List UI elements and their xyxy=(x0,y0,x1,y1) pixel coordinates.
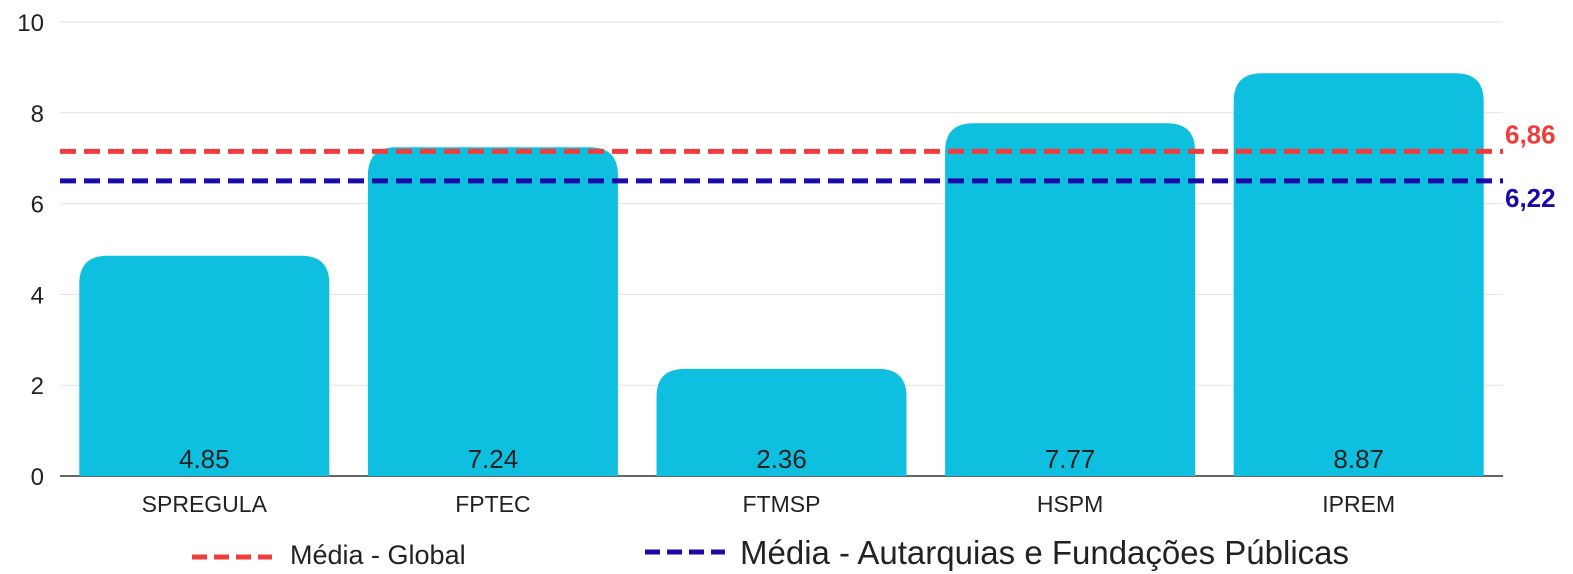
legend-label-global: Média - Global xyxy=(290,540,466,570)
y-tick-label: 6 xyxy=(31,192,44,219)
y-tick-label: 10 xyxy=(17,10,44,37)
bar-fptec xyxy=(367,147,618,476)
x-tick-label: SPREGULA xyxy=(142,491,268,517)
x-tick-label: HSPM xyxy=(1037,491,1103,517)
legend: Média - Global Média - Autarquias e Fund… xyxy=(192,534,1349,571)
legend-label-autarquias: Média - Autarquias e Fundações Públicas xyxy=(740,534,1349,571)
bars: 4.85 7.24 2.36 7.77 8.87 xyxy=(79,73,1484,476)
reference-line-label: 6,22 xyxy=(1505,183,1556,213)
y-axis: 0 2 4 6 8 10 xyxy=(17,10,44,491)
reference-line-label: 6,86 xyxy=(1505,119,1556,149)
bar-value-label: 7.24 xyxy=(468,444,519,474)
bar-value-label: 4.85 xyxy=(179,444,230,474)
x-tick-label: FTMSP xyxy=(743,491,821,517)
reference-lines: 6,86 6,22 xyxy=(60,119,1556,213)
y-tick-label: 2 xyxy=(31,373,44,400)
x-tick-label: IPREM xyxy=(1322,491,1395,517)
y-tick-label: 0 xyxy=(31,464,44,491)
y-tick-label: 8 xyxy=(31,101,44,128)
x-axis: SPREGULA FPTEC FTMSP HSPM IPREM xyxy=(142,491,1395,517)
y-tick-label: 4 xyxy=(31,282,44,309)
x-tick-label: FPTEC xyxy=(455,491,530,517)
bar-iprem xyxy=(1233,73,1484,476)
bar-hspm xyxy=(945,123,1196,476)
bar-value-label: 8.87 xyxy=(1333,444,1384,474)
bar-value-label: 2.36 xyxy=(756,444,807,474)
bar-ftmsp xyxy=(656,368,907,476)
bar-value-label: 7.77 xyxy=(1045,444,1096,474)
bar-spregula xyxy=(79,255,330,476)
